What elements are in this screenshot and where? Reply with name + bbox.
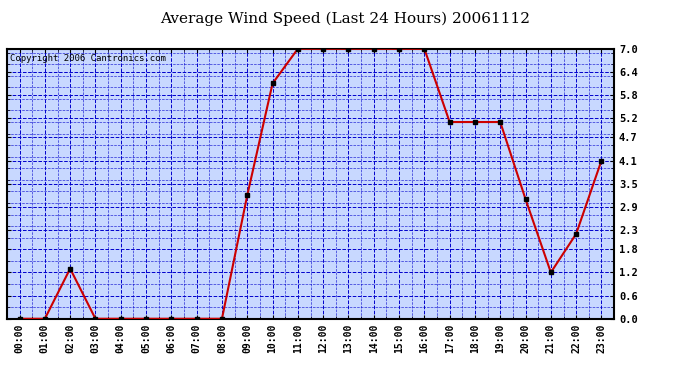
Text: Copyright 2006 Cantronics.com: Copyright 2006 Cantronics.com — [10, 54, 166, 63]
Text: Average Wind Speed (Last 24 Hours) 20061112: Average Wind Speed (Last 24 Hours) 20061… — [160, 11, 530, 26]
